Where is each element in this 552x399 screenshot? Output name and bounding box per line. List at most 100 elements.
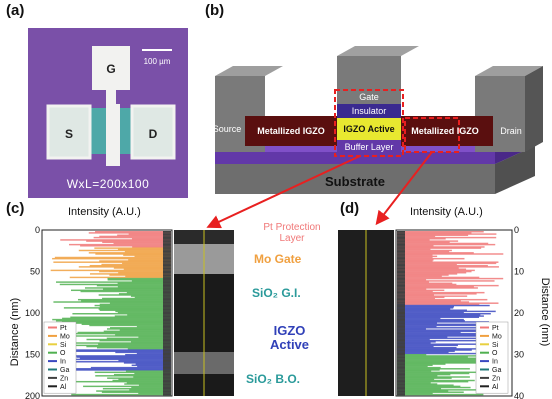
legend-box xyxy=(475,321,509,394)
intensity-trace xyxy=(397,337,405,340)
intensity-trace xyxy=(397,384,454,386)
intensity-trace xyxy=(163,332,171,335)
dimension-label: WxL=200x100 xyxy=(67,177,150,191)
intensity-trace xyxy=(61,321,172,323)
intensity-trace xyxy=(397,269,475,272)
intensity-trace xyxy=(163,372,171,375)
intensity-trace xyxy=(163,380,171,383)
intensity-trace xyxy=(397,368,405,370)
legend-label: Pt xyxy=(492,325,499,332)
intensity-trace xyxy=(137,365,171,368)
intensity-trace xyxy=(163,335,171,337)
intensity-trace xyxy=(397,255,405,258)
intensity-trace xyxy=(397,341,436,343)
intensity-trace xyxy=(397,378,405,381)
intensity-trace xyxy=(397,296,405,299)
intensity-trace xyxy=(163,386,171,389)
intensity-trace xyxy=(119,329,171,331)
intensity-trace xyxy=(397,370,405,372)
intensity-trace xyxy=(131,280,171,282)
intensity-trace xyxy=(397,241,450,244)
intensity-trace xyxy=(163,383,171,385)
intensity-trace xyxy=(397,389,405,391)
intensity-trace xyxy=(67,349,171,351)
intensity-trace xyxy=(163,241,171,244)
intensity-trace xyxy=(163,389,171,391)
intensity-trace xyxy=(397,335,478,337)
intensity-trace xyxy=(397,343,479,345)
gate-highlight-box xyxy=(334,89,404,157)
intensity-trace xyxy=(96,346,171,349)
y-tick-label: 20 xyxy=(514,308,524,318)
intensity-trace xyxy=(124,383,171,385)
intensity-trace xyxy=(163,268,171,270)
source-pad xyxy=(46,104,92,160)
intensity-trace xyxy=(163,288,171,290)
intensity-trace xyxy=(397,327,405,329)
intensity-trace xyxy=(397,266,405,268)
intensity-trace xyxy=(397,382,405,384)
intensity-trace xyxy=(397,385,405,388)
intensity-trace xyxy=(397,352,405,355)
intensity-trace xyxy=(397,301,405,303)
intensity-trace xyxy=(397,313,491,315)
scale-bar-label: 100 µm xyxy=(144,57,171,66)
intensity-trace xyxy=(163,364,171,367)
intensity-trace xyxy=(397,240,459,242)
intensity-trace xyxy=(163,267,171,269)
intensity-trace xyxy=(397,375,405,377)
intensity-trace xyxy=(52,318,171,321)
intensity-trace xyxy=(163,384,171,386)
intensity-trace xyxy=(135,363,171,365)
intensity-trace xyxy=(163,303,171,306)
intensity-trace xyxy=(397,273,405,275)
intensity-trace xyxy=(397,233,497,235)
intensity-trace xyxy=(397,373,405,376)
intensity-trace xyxy=(123,268,171,270)
intensity-trace xyxy=(163,338,171,341)
intensity-trace xyxy=(397,260,433,262)
intensity-trace xyxy=(397,339,487,342)
panel-d-ylabel: Distance (nm) xyxy=(539,278,551,346)
intensity-trace xyxy=(397,327,483,329)
intensity-trace xyxy=(99,270,171,273)
intensity-trace xyxy=(397,291,405,294)
intensity-trace xyxy=(397,378,435,381)
intensity-trace xyxy=(163,302,171,304)
intensity-trace xyxy=(163,231,171,233)
intensity-trace xyxy=(397,349,472,351)
panel-a-label: (a) xyxy=(6,2,25,19)
intensity-trace xyxy=(163,297,171,300)
intensity-trace xyxy=(163,243,171,246)
intensity-trace xyxy=(397,270,405,273)
intensity-trace xyxy=(163,233,171,235)
intensity-trace xyxy=(163,254,171,256)
intensity-trace xyxy=(397,250,450,253)
intensity-trace xyxy=(397,345,405,348)
intensity-trace xyxy=(397,304,405,307)
intensity-trace xyxy=(397,317,405,320)
intensity-trace xyxy=(397,351,449,354)
intensity-trace xyxy=(397,362,405,364)
intensity-trace xyxy=(397,392,405,395)
intensity-trace xyxy=(397,311,405,314)
drain-pillar-side xyxy=(525,66,543,152)
intensity-trace xyxy=(138,384,171,386)
intensity-trace xyxy=(397,268,467,270)
intensity-trace xyxy=(397,370,432,372)
y-tick-label: 0 xyxy=(514,225,519,235)
intensity-trace xyxy=(397,235,405,238)
intensity-trace xyxy=(397,383,405,385)
intensity-trace xyxy=(397,371,487,374)
intensity-trace xyxy=(163,240,171,242)
intensity-trace xyxy=(397,248,405,251)
intensity-trace xyxy=(125,370,171,372)
intensity-trace xyxy=(163,293,171,295)
legend-label: Mo xyxy=(60,333,70,340)
legend-label: O xyxy=(492,350,498,357)
intensity-trace xyxy=(163,307,171,309)
intensity-trace xyxy=(163,291,171,294)
intensity-trace xyxy=(78,249,171,252)
intensity-trace xyxy=(163,368,171,370)
intensity-trace xyxy=(397,341,405,343)
